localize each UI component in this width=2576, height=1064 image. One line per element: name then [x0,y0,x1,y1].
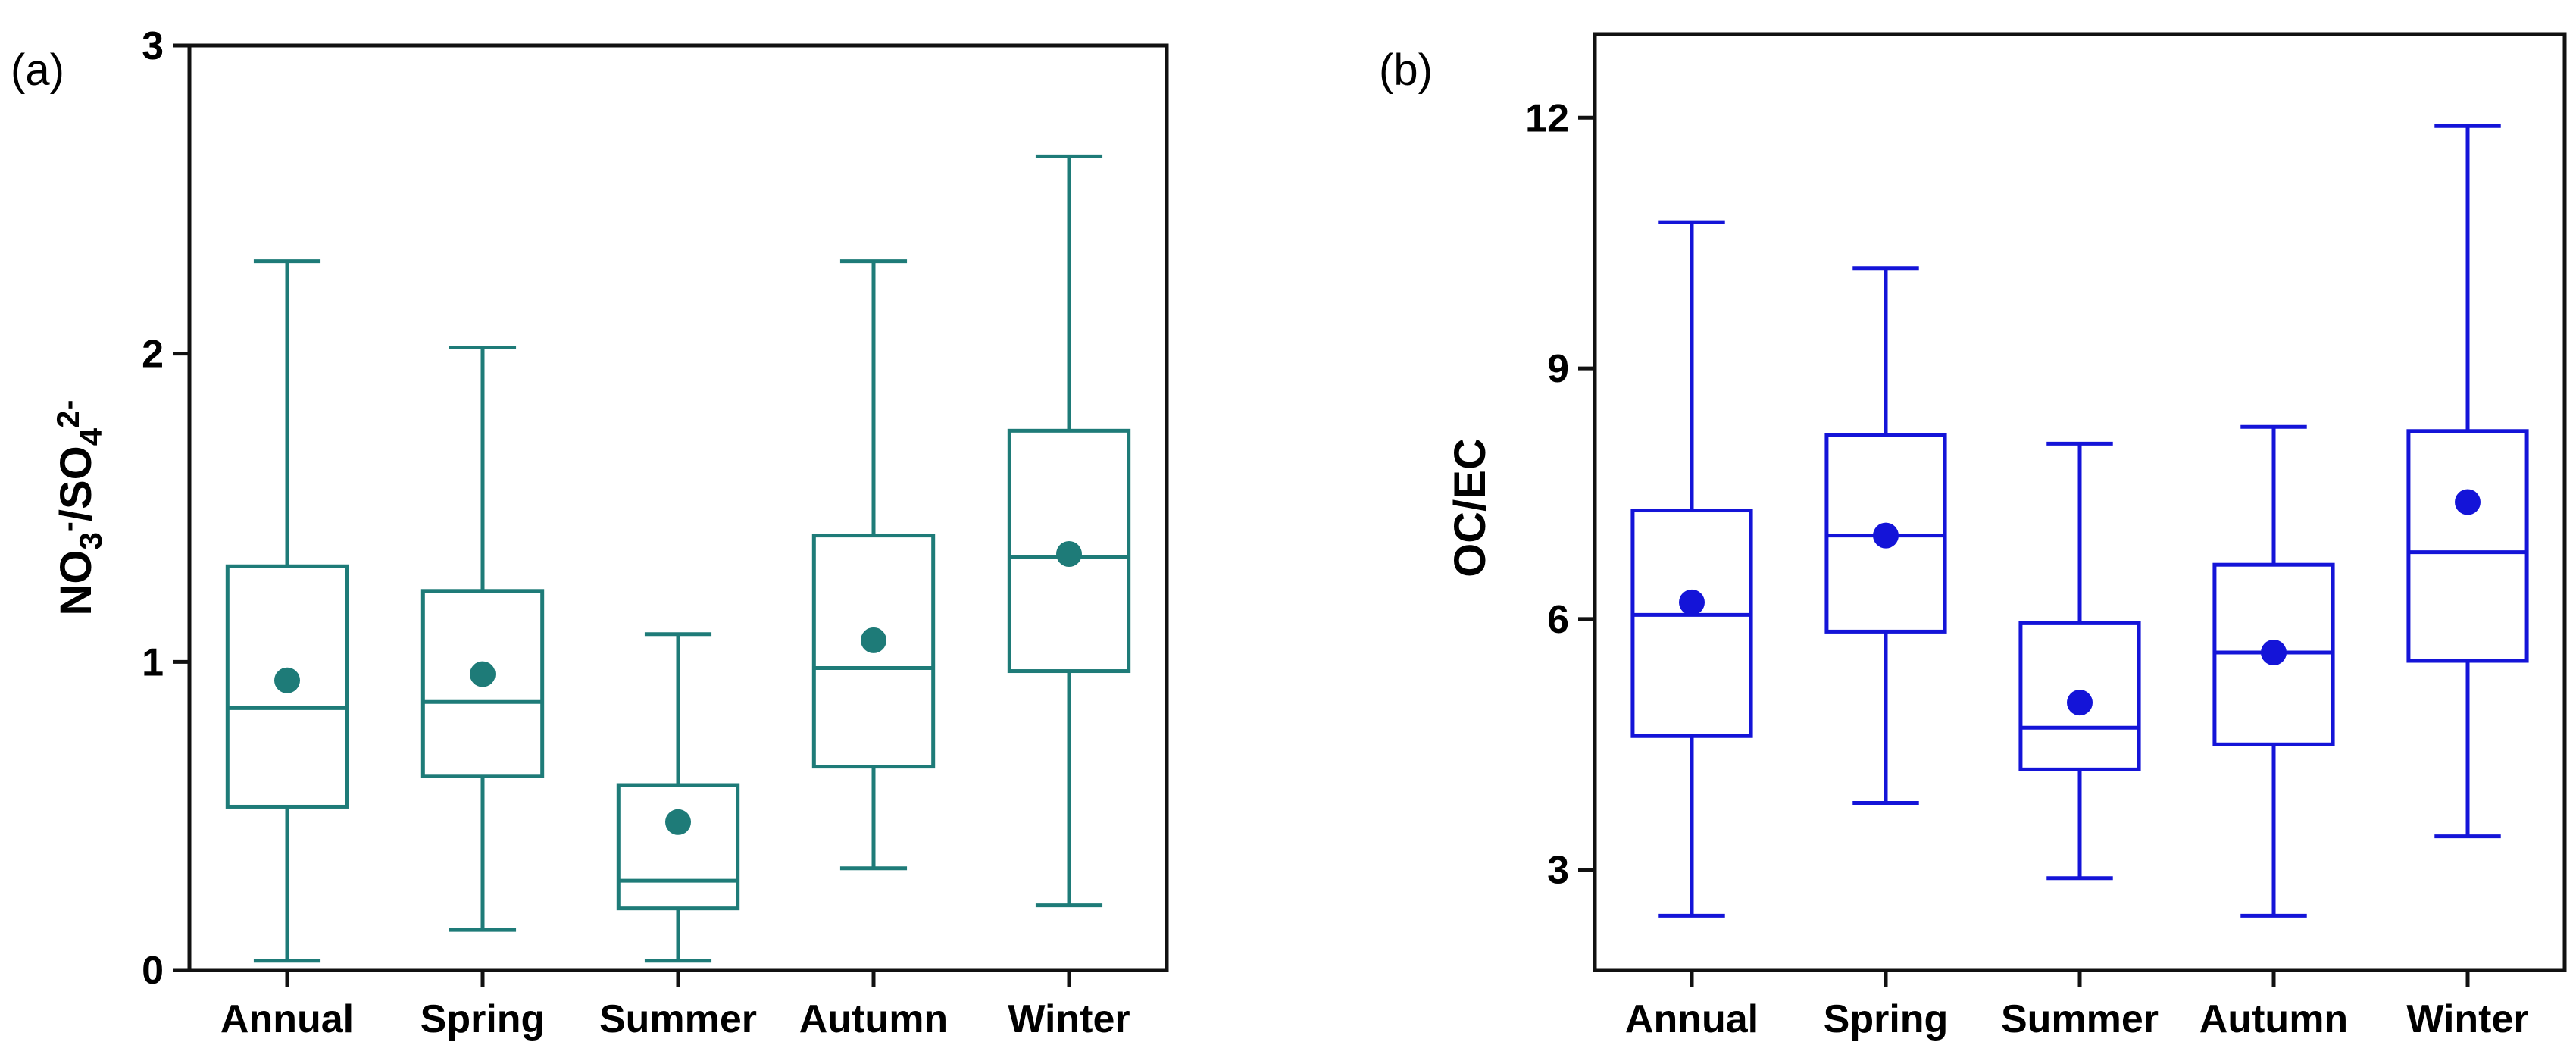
box-iqr [1824,433,1947,634]
box-iqr [811,534,936,769]
x-tick-label-winter: Winter [2406,997,2528,1041]
x-tick-label-summer: Summer [2001,997,2159,1041]
panel-b-oc-ec-ratio: (b) OC/EC 3 6 9 12 Annual Spring Summer Autumn Win… [1379,32,2567,1041]
box-iqr [2212,562,2335,746]
y-axis-title: OC/EC [1446,438,1495,577]
x-tick-label-winter: Winter [1008,997,1130,1041]
mean-marker [861,627,886,653]
y-tick-label: 1 [142,640,164,684]
y-axis-title-part: NO [52,550,101,616]
mean-marker [665,809,691,835]
y-axis-title-part: 4 [73,427,108,446]
box-autumn [2212,424,2335,918]
x-tick-label-autumn: Autumn [799,997,948,1041]
y-tick-label: 6 [1547,598,1569,642]
box-iqr [420,589,545,778]
y-tick-label: 0 [142,949,164,993]
x-tick-label-autumn: Autumn [2199,997,2348,1041]
x-tick-label-annual: Annual [1625,997,1758,1041]
box-summer [616,632,740,963]
mean-marker [2067,690,2093,716]
x-tick-label-spring: Spring [1824,997,1949,1041]
y-tick-label: 9 [1547,347,1569,391]
y-tick-label: 2 [142,333,164,377]
mean-marker [274,667,300,693]
x-tick-label-annual: Annual [220,997,354,1041]
panel-label: (b) [1379,45,1433,95]
box-iqr [1630,509,1753,738]
y-tick-label: 12 [1525,96,1569,140]
box-iqr [2406,429,2529,663]
box-iqr [1007,428,1131,674]
x-tick-label-summer: Summer [599,997,757,1041]
box-winter [2406,124,2529,839]
panel-label: (a) [11,45,64,95]
box-iqr [2018,621,2141,771]
box-spring [420,346,545,932]
y-axis-title-part: - [50,521,86,532]
y-tick-label: 3 [142,24,164,68]
y-tick-label: 3 [1547,849,1569,893]
x-tick-label-spring: Spring [420,997,546,1041]
box-iqr [225,564,349,809]
mean-marker [1056,541,1082,567]
y-axis-title-part: OC/EC [1446,438,1495,577]
box-annual [225,259,349,963]
mean-marker [2455,489,2481,515]
box-summer [2018,441,2141,881]
box-autumn [811,259,936,871]
mean-marker [470,661,496,687]
box-annual [1630,220,1753,918]
y-axis-title-part: /SO [52,446,101,521]
box-iqr [616,783,740,911]
box-spring [1824,266,1947,805]
y-axis-title-part: 3 [73,532,108,549]
y-axis-title-part: 2- [50,400,86,428]
mean-marker [1679,589,1705,615]
y-axis-title: NO3-/SO42- [50,400,108,616]
mean-marker [2261,639,2287,665]
mean-marker [1873,522,1899,549]
box-winter [1007,154,1131,908]
